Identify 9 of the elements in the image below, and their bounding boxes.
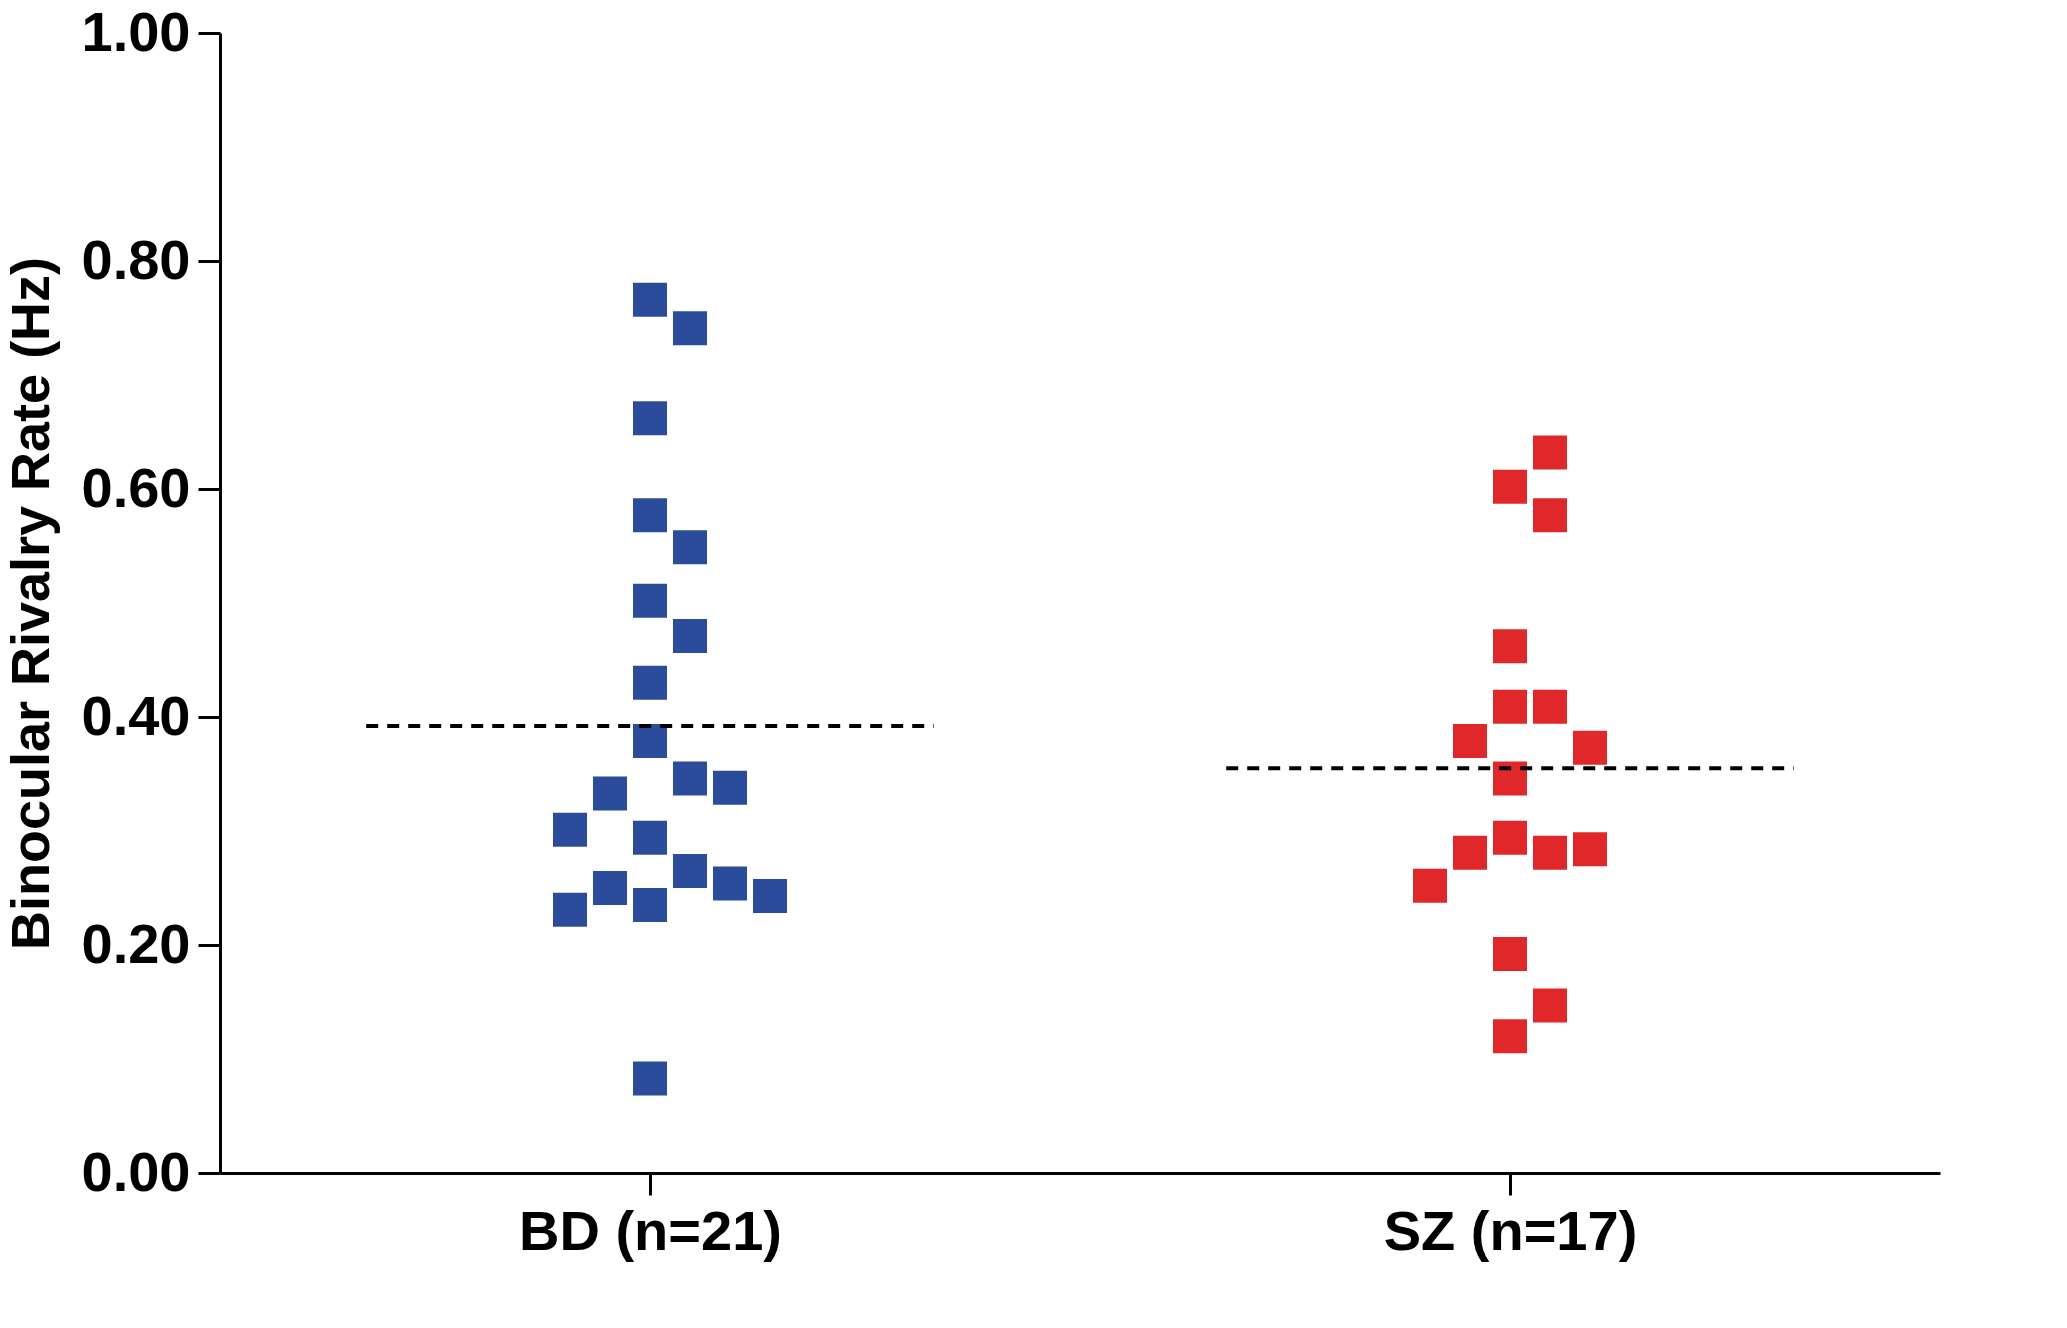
- y-tick-label: 1.00: [81, 0, 191, 63]
- x-tick-label: SZ (n=17): [1383, 1198, 1638, 1262]
- y-tick-label: 0.20: [81, 911, 191, 975]
- y-tick-label: 0.00: [81, 1139, 191, 1203]
- x-tick-label: BD (n=21): [519, 1198, 782, 1262]
- y-tick-label: 0.60: [81, 455, 191, 519]
- y-axis-title: Binocular Rivalry Rate (Hz): [0, 256, 60, 951]
- y-tick-label: 0.40: [81, 683, 191, 747]
- y-tick-label: 0.80: [81, 227, 191, 291]
